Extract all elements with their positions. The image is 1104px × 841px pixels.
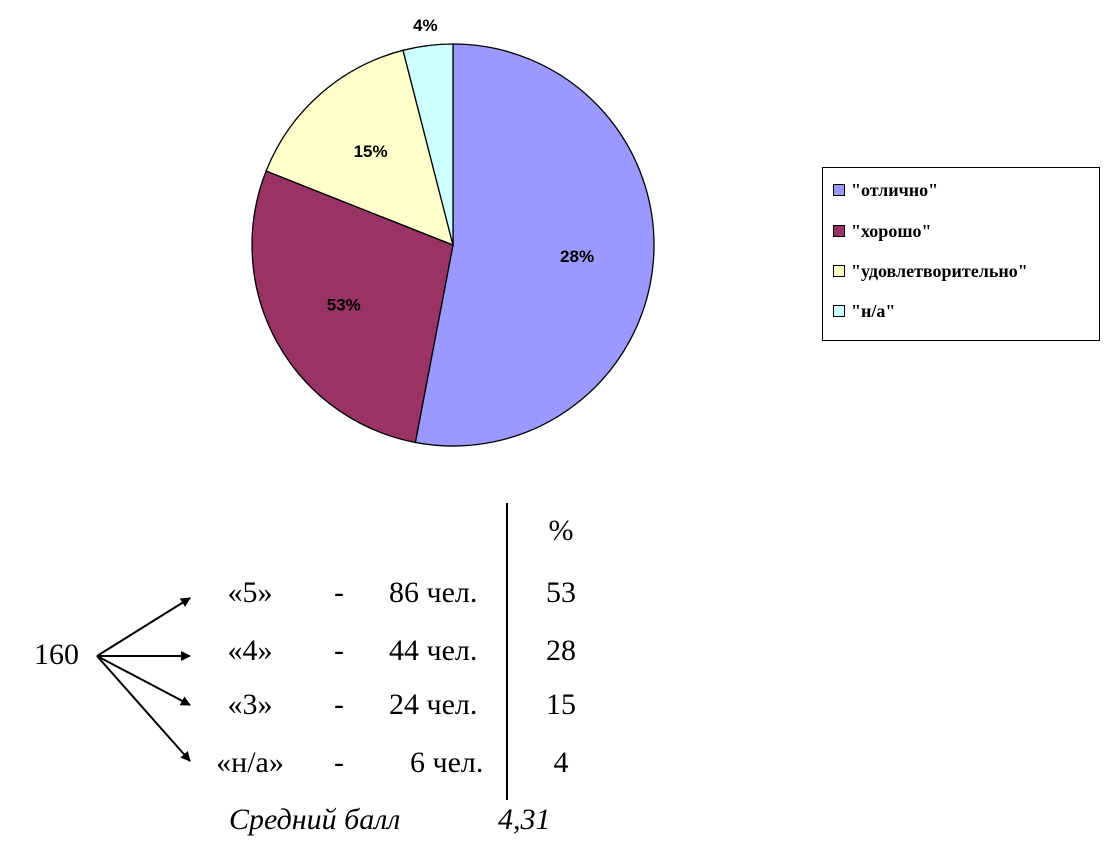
pie-slice-good xyxy=(251,170,454,444)
arrow-to-grade-na xyxy=(96,655,191,762)
row-grade: «н/а» xyxy=(216,746,284,779)
legend-swatch-good xyxy=(833,225,845,237)
table-divider xyxy=(506,503,508,800)
legend-swatch-excellent xyxy=(833,184,845,196)
pie-slice-excellent xyxy=(414,43,655,447)
chart-legend: "отлично" "хорошо" "удовлетворительно" "… xyxy=(822,167,1100,341)
pie-slice-satisfactory xyxy=(265,49,454,247)
row-dash: - xyxy=(334,688,344,721)
row-dash: - xyxy=(334,746,344,779)
row-percent: 28 xyxy=(546,634,576,667)
row-count: 24 чел. xyxy=(389,688,478,721)
arrow-to-grade-5 xyxy=(96,597,191,657)
row-count: 6 чел. xyxy=(410,746,484,779)
row-grade: «5» xyxy=(227,576,273,609)
row-percent: 4 xyxy=(553,746,569,779)
legend-label-excellent: "отлично" xyxy=(851,179,939,200)
legend-swatch-satisfactory xyxy=(833,265,845,277)
row-count: 44 чел. xyxy=(389,634,478,667)
legend-swatch-na xyxy=(833,305,845,317)
average-value: 4,31 xyxy=(498,803,551,836)
pie-slice-good-label: 53% xyxy=(327,296,361,315)
legend-item-satisfactory: "удовлетворительно" xyxy=(833,258,1028,284)
legend-item-na: "н/а" xyxy=(833,298,895,324)
row-percent: 15 xyxy=(546,688,576,721)
legend-item-excellent: "отлично" xyxy=(833,177,938,203)
row-percent: 53 xyxy=(546,576,576,609)
row-dash: - xyxy=(334,576,344,609)
legend-label-good: "хорошо" xyxy=(851,220,932,241)
row-grade: «3» xyxy=(227,688,273,721)
row-dash: - xyxy=(334,634,344,667)
row-count: 86 чел. xyxy=(389,576,478,609)
pie-slice-na-label: 4% xyxy=(413,16,438,35)
average-label: Средний балл xyxy=(229,803,401,836)
legend-label-na: "н/а" xyxy=(851,300,896,321)
pie-slice-satisfactory-label: 15% xyxy=(354,142,388,161)
pie-slice-excellent-label: 28% xyxy=(560,247,594,266)
legend-label-satisfactory: "удовлетворительно" xyxy=(851,260,1028,281)
percent-header: % xyxy=(548,514,574,547)
legend-item-good: "хорошо" xyxy=(833,218,932,244)
pie-slice-na xyxy=(402,43,454,246)
row-grade: «4» xyxy=(227,634,273,667)
arrow-to-grade-3 xyxy=(96,655,191,706)
total-count: 160 xyxy=(34,638,79,671)
